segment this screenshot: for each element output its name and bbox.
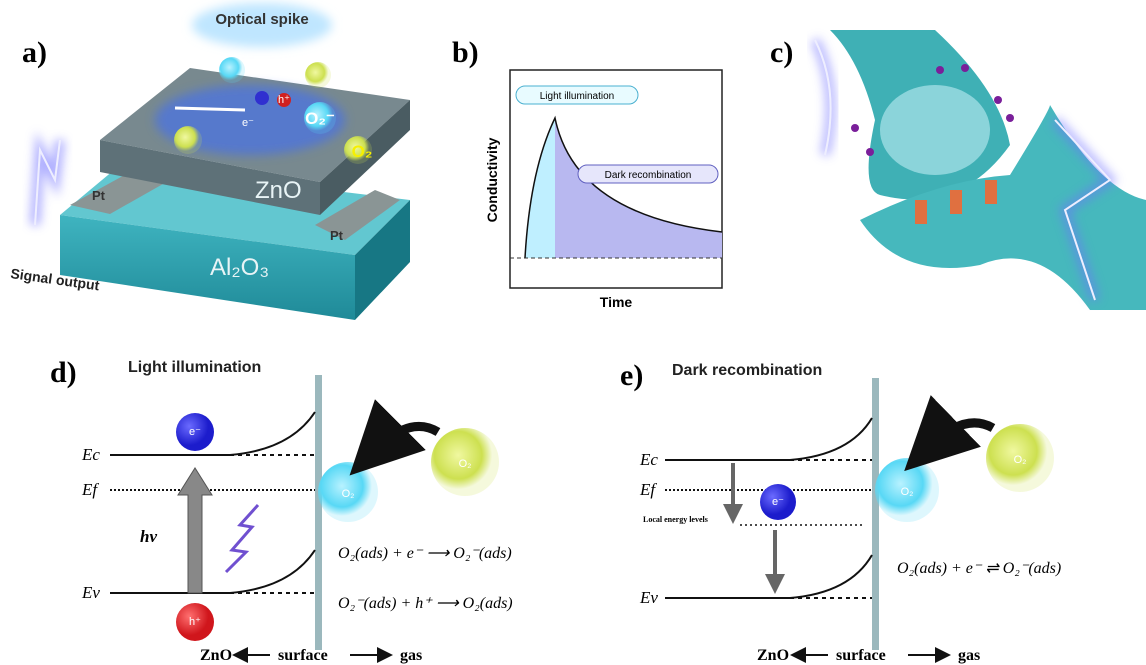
level-label: Ec <box>81 445 100 464</box>
hole-label: h⁺ <box>278 94 290 106</box>
substrate: Al₂O₃ <box>210 254 269 281</box>
x-axis-label: Time <box>600 294 633 310</box>
conduction-band <box>665 418 872 460</box>
oxygen-label: O₂ <box>901 486 914 498</box>
panel-label: a) <box>22 36 47 69</box>
arrow <box>175 108 245 110</box>
oxygen-label: O₂⁻ <box>305 109 335 128</box>
panel-c: c) <box>770 30 1146 310</box>
oxygen-sphere <box>305 62 331 88</box>
valence-band <box>665 555 872 598</box>
footer-label: surface <box>278 647 328 664</box>
title: Optical spike <box>215 11 308 28</box>
oxygen-label: O₂ <box>352 142 373 161</box>
receptor <box>950 190 962 214</box>
level-label: Ec <box>639 450 658 469</box>
molecule <box>936 66 944 74</box>
receptor <box>915 200 927 224</box>
panel-label: d) <box>50 356 77 389</box>
level-label: Ev <box>81 583 100 602</box>
valence-band <box>110 550 315 593</box>
panel-title: Dark recombination <box>672 362 822 379</box>
panel-d: d) Light illumination Ec Ef Ev hν e⁻ h⁺ … <box>50 356 513 664</box>
footer-label: gas <box>400 647 422 664</box>
electrode-label: Pt <box>330 228 344 243</box>
annotation: Light illumination <box>540 91 615 102</box>
local-levels-label: Local energy levels <box>643 515 708 524</box>
electron <box>255 91 269 105</box>
equation: O₂(ads) + e⁻ ⟶ O₂⁻(ads) <box>338 545 512 562</box>
photon-label: hν <box>140 527 157 546</box>
molecule <box>994 96 1002 104</box>
equation: O₂⁻(ads) + h⁺ ⟶ O₂(ads) <box>338 595 513 612</box>
footer-label: surface <box>836 647 886 664</box>
electrode-label: Pt <box>92 188 106 203</box>
footer-label: ZnO <box>200 647 232 664</box>
panel-a: a) Optical spike Pt Pt ZnO Al₂O₃ e⁻ h⁺ O… <box>10 3 410 320</box>
oxygen-label: O₂ <box>342 488 355 500</box>
molecule <box>851 124 859 132</box>
surface-bar <box>872 378 879 650</box>
level-label: Ef <box>81 480 99 499</box>
panel-label: b) <box>452 36 479 69</box>
molecule <box>866 148 874 156</box>
equation: O₂(ads) + e⁻ ⇌ O₂⁻(ads) <box>897 560 1061 577</box>
molecule <box>961 64 969 72</box>
molecule <box>1006 114 1014 122</box>
electron-label: e⁻ <box>242 117 254 129</box>
level-label: Ev <box>639 588 658 607</box>
panel-label: e) <box>620 359 643 392</box>
oxygen-label: O₂ <box>459 458 472 470</box>
surface-bar <box>315 375 322 650</box>
figure: a) Optical spike Pt Pt ZnO Al₂O₃ e⁻ h⁺ O… <box>0 0 1146 665</box>
oxygen-sphere <box>174 126 202 154</box>
footer-label: ZnO <box>757 647 789 664</box>
panel-e: e) Dark recombination Ec Ef Ev Local ene… <box>620 359 1061 664</box>
oxygen-label: O₂ <box>1014 454 1027 466</box>
excitation-arrow <box>178 468 212 593</box>
hole-label: h⁺ <box>189 616 201 628</box>
light-bolt <box>226 505 258 572</box>
vesicle <box>880 85 990 175</box>
level-label: Ef <box>639 480 657 499</box>
electron-label: e⁻ <box>189 426 201 438</box>
adsorption-arrow <box>930 423 993 446</box>
oxygen-sphere <box>219 57 245 83</box>
receptor <box>985 180 997 204</box>
panel-title: Light illumination <box>128 359 261 376</box>
electron-label: e⁻ <box>772 496 784 508</box>
panel-b: b) Light illumination Dark recombination… <box>452 36 722 310</box>
adsorption-arrow <box>375 426 438 450</box>
annotation: Dark recombination <box>605 170 692 181</box>
y-axis-label: Conductivity <box>484 137 500 222</box>
footer-label: gas <box>958 647 980 664</box>
panel-label: c) <box>770 36 793 69</box>
material: ZnO <box>255 177 302 204</box>
